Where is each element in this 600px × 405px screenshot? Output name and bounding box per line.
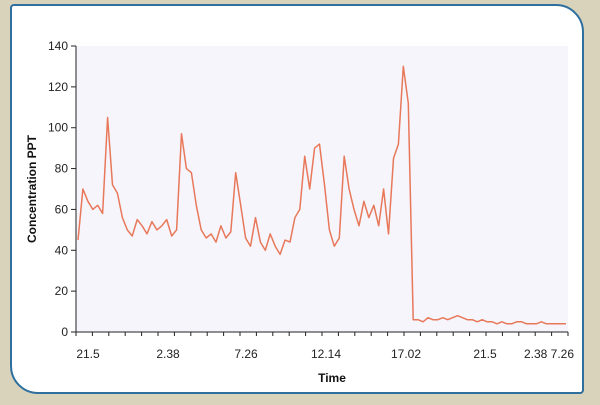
x-tick-label: 17.02 xyxy=(391,347,421,361)
x-tick-label: 21.5 xyxy=(473,347,497,361)
x-tick-label: 2.38 7.26 xyxy=(524,347,574,361)
y-tick-label: 140 xyxy=(48,39,68,53)
plot-area-background xyxy=(76,46,568,332)
y-tick-label: 100 xyxy=(48,121,68,135)
y-axis-ticks: 0 20 40 60 80 100 120 140 xyxy=(48,39,76,339)
chart-svg: 0 20 40 60 80 100 120 140 21.5 2.38 7.26 12.14 17.0… xyxy=(25,39,574,385)
y-tick-label: 20 xyxy=(55,284,69,298)
y-tick-label: 80 xyxy=(55,162,69,176)
chart-card: 0 20 40 60 80 100 120 140 21.5 2.38 7.26 12.14 17.0… xyxy=(10,4,584,394)
y-tick-label: 60 xyxy=(55,202,69,216)
x-tick-label: 12.14 xyxy=(311,347,341,361)
y-tick-label: 120 xyxy=(48,80,68,94)
x-tick-label: 2.38 xyxy=(156,347,180,361)
y-tick-label: 40 xyxy=(55,243,69,257)
y-tick-label: 0 xyxy=(61,325,68,339)
y-axis-title: Concentration PPT xyxy=(25,134,39,243)
x-tick-label: 7.26 xyxy=(234,347,258,361)
x-axis-title: Time xyxy=(318,371,346,385)
series-line-concentration xyxy=(77,65,566,325)
x-tick-label: 21.5 xyxy=(76,347,100,361)
x-axis-ticks: 21.5 2.38 7.26 12.14 17.02 21.5 2.38 7.26 xyxy=(75,332,574,361)
